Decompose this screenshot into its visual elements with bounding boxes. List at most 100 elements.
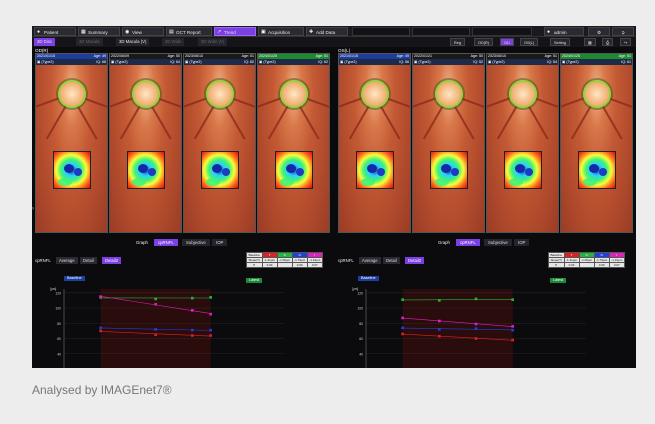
fundus-image [413,65,484,232]
thickness-map [53,151,91,189]
add-data-icon: ✚ [309,29,314,35]
tab-average-os[interactable]: Average [359,257,381,264]
thickness-map [275,151,313,189]
cprnfl-label-od: cpRNFL [35,258,51,263]
data-point-1-1 [154,302,157,306]
exit-button[interactable]: ➲ [612,27,634,36]
scan-type: ▣ (Type2) [185,60,202,64]
fundus-image [258,65,329,232]
scan-card-os-1[interactable]: 2022/01/21 Age: 50 ▣ (Type2) IQ: 52 [412,53,485,233]
data-point-3-2 [474,337,478,340]
layout-button[interactable]: ▦ [584,38,596,46]
optic-disc-circle [583,80,611,108]
scan-date: 2021/01/15 [340,54,358,58]
grid-icon: ▦ [81,29,86,35]
od-label: OD(R) [35,48,49,53]
scan-card-os-3[interactable]: 2024/01/25 Age: 51 ▣ (Type2) IQ: 61 [560,53,633,233]
user-icon: ● [547,29,551,35]
scan-card-od-1[interactable]: 2022/06/09 Age: 50 ▣ (Type2) IQ: 64 [109,53,182,233]
layout-icon: ▦ [588,41,592,45]
user-button[interactable]: ● admin [544,27,584,36]
tab-3d-disc[interactable]: 3D Disc [34,38,56,46]
scan-type: ▣ (Type2) [414,60,431,64]
optic-disc-circle [280,80,308,108]
y-tick-label: 40 [359,352,363,356]
person-icon: ● [37,29,41,35]
tab-cprnfl-os[interactable]: cpRNFL [456,239,480,246]
fundus-image [184,65,255,232]
data-point-2-2 [191,328,194,332]
scan-type: ▣ (Type2) [111,60,128,64]
left-edge-handle[interactable]: › [32,206,34,212]
tab-detail2-os[interactable]: Detail2 [405,257,425,264]
data-point-3-0 [99,329,102,333]
scan-age: Age: 50 [470,54,483,58]
summary-button[interactable]: ▦ Summary [78,27,120,36]
tab-detail-os[interactable]: Detail [383,257,400,264]
trend-button[interactable]: ↗ Trend [214,27,256,36]
scan-subheader: ▣ (Type2) IQ: 56 [339,59,410,65]
trend-line-1 [402,317,513,327]
print-icon: ⎙ [606,41,610,45]
data-point-2-3 [209,328,212,332]
tab-3d-wide-v[interactable]: 3D Wide (V) [198,38,228,46]
add-data-button[interactable]: ✚ Add Data [306,27,348,36]
tab-iop-os[interactable]: IOP [514,239,530,246]
data-point-1-3 [511,325,514,328]
scan-card-od-2[interactable]: 2023/06/10 Age: 51 ▣ (Type2) IQ: 60 [183,53,256,233]
reg-button[interactable]: Reg [450,38,465,46]
tab-iop-od[interactable]: IOP [212,239,228,246]
scan-subheader: ▣ (Type2) IQ: 62 [258,59,329,65]
scan-subheader: ▣ (Type2) IQ: 68 [36,59,107,65]
fundus-image [487,65,558,232]
tab-3d-macula-v[interactable]: 3D Macula (V) [116,38,150,46]
patient-button[interactable]: ● Patient [34,27,76,36]
setting-button[interactable]: Setting [550,38,570,46]
tab-subjective-od[interactable]: Subjective [182,239,210,246]
settings-button[interactable]: ⚙ [588,27,610,36]
tab-detail2-od[interactable]: Detail2 [102,257,122,264]
tab-3d-wide[interactable]: 3D Wide [162,38,185,46]
os-button[interactable]: OS(L) [520,38,539,46]
data-point-0-2 [474,297,478,301]
scan-card-od-3[interactable]: 2024/01/25 Age: 51 ▣ (Type2) IQ: 62 [257,53,330,233]
acquisition-button[interactable]: ▣ Acquisition [258,27,304,36]
y-tick-label: 120 [55,291,61,295]
print-button[interactable]: ⎙ [602,38,614,46]
share-button[interactable]: ↪ [620,38,632,46]
info-field-1 [352,27,410,36]
scan-type: ▣ (Type2) [259,60,276,64]
data-point-2-3 [511,328,514,332]
optic-disc-circle [58,80,86,108]
scan-type: ▣ (Type2) [340,60,357,64]
y-tick-label: 20 [359,368,363,369]
eye-icon: ◉ [125,29,130,35]
fundus-image [110,65,181,232]
imagenet7-window: ● Patient ▦ Summary ◉ View ▤ OCT Report ↗ Tre… [32,26,636,368]
top-toolbar: ● Patient ▦ Summary ◉ View ▤ OCT Report ↗ Tre… [32,26,636,37]
oct-report-button[interactable]: ▤ OCT Report [166,27,212,36]
scan-card-od-0[interactable]: 2021/01/15 Age: 49 ▣ (Type2) IQ: 68 [35,53,108,233]
tab-detail-od[interactable]: Detail [80,257,97,264]
optic-disc-circle [206,80,234,108]
od-button[interactable]: OD(R) [474,38,493,46]
data-point-1-2 [474,322,478,326]
data-point-2-0 [99,326,102,330]
scan-card-os-0[interactable]: 2021/01/15 Age: 49 ▣ (Type2) IQ: 56 [338,53,411,233]
data-point-2-0 [401,326,404,330]
optic-disc-circle [361,80,389,108]
tab-3d-macula[interactable]: 3D Macula [76,38,103,46]
data-point-3-1 [438,334,441,338]
scan-subheader: ▣ (Type2) IQ: 60 [184,59,255,65]
data-point-1-0 [401,316,404,320]
view-button[interactable]: ◉ View [122,27,164,36]
tab-average-od[interactable]: Average [56,257,78,264]
info-field-2 [412,27,470,36]
scan-card-os-2[interactable]: 2023/06/10 Age: 51 ▣ (Type2) IQ: 54 [486,53,559,233]
tab-subjective-os[interactable]: Subjective [484,239,512,246]
scan-iq: IQ: 54 [547,60,557,64]
scan-date: 2024/01/25 [562,54,580,58]
scan-age: Age: 51 [618,54,631,58]
ou-button[interactable]: OU [500,38,514,46]
tab-cprnfl-od[interactable]: cpRNFL [154,239,178,246]
